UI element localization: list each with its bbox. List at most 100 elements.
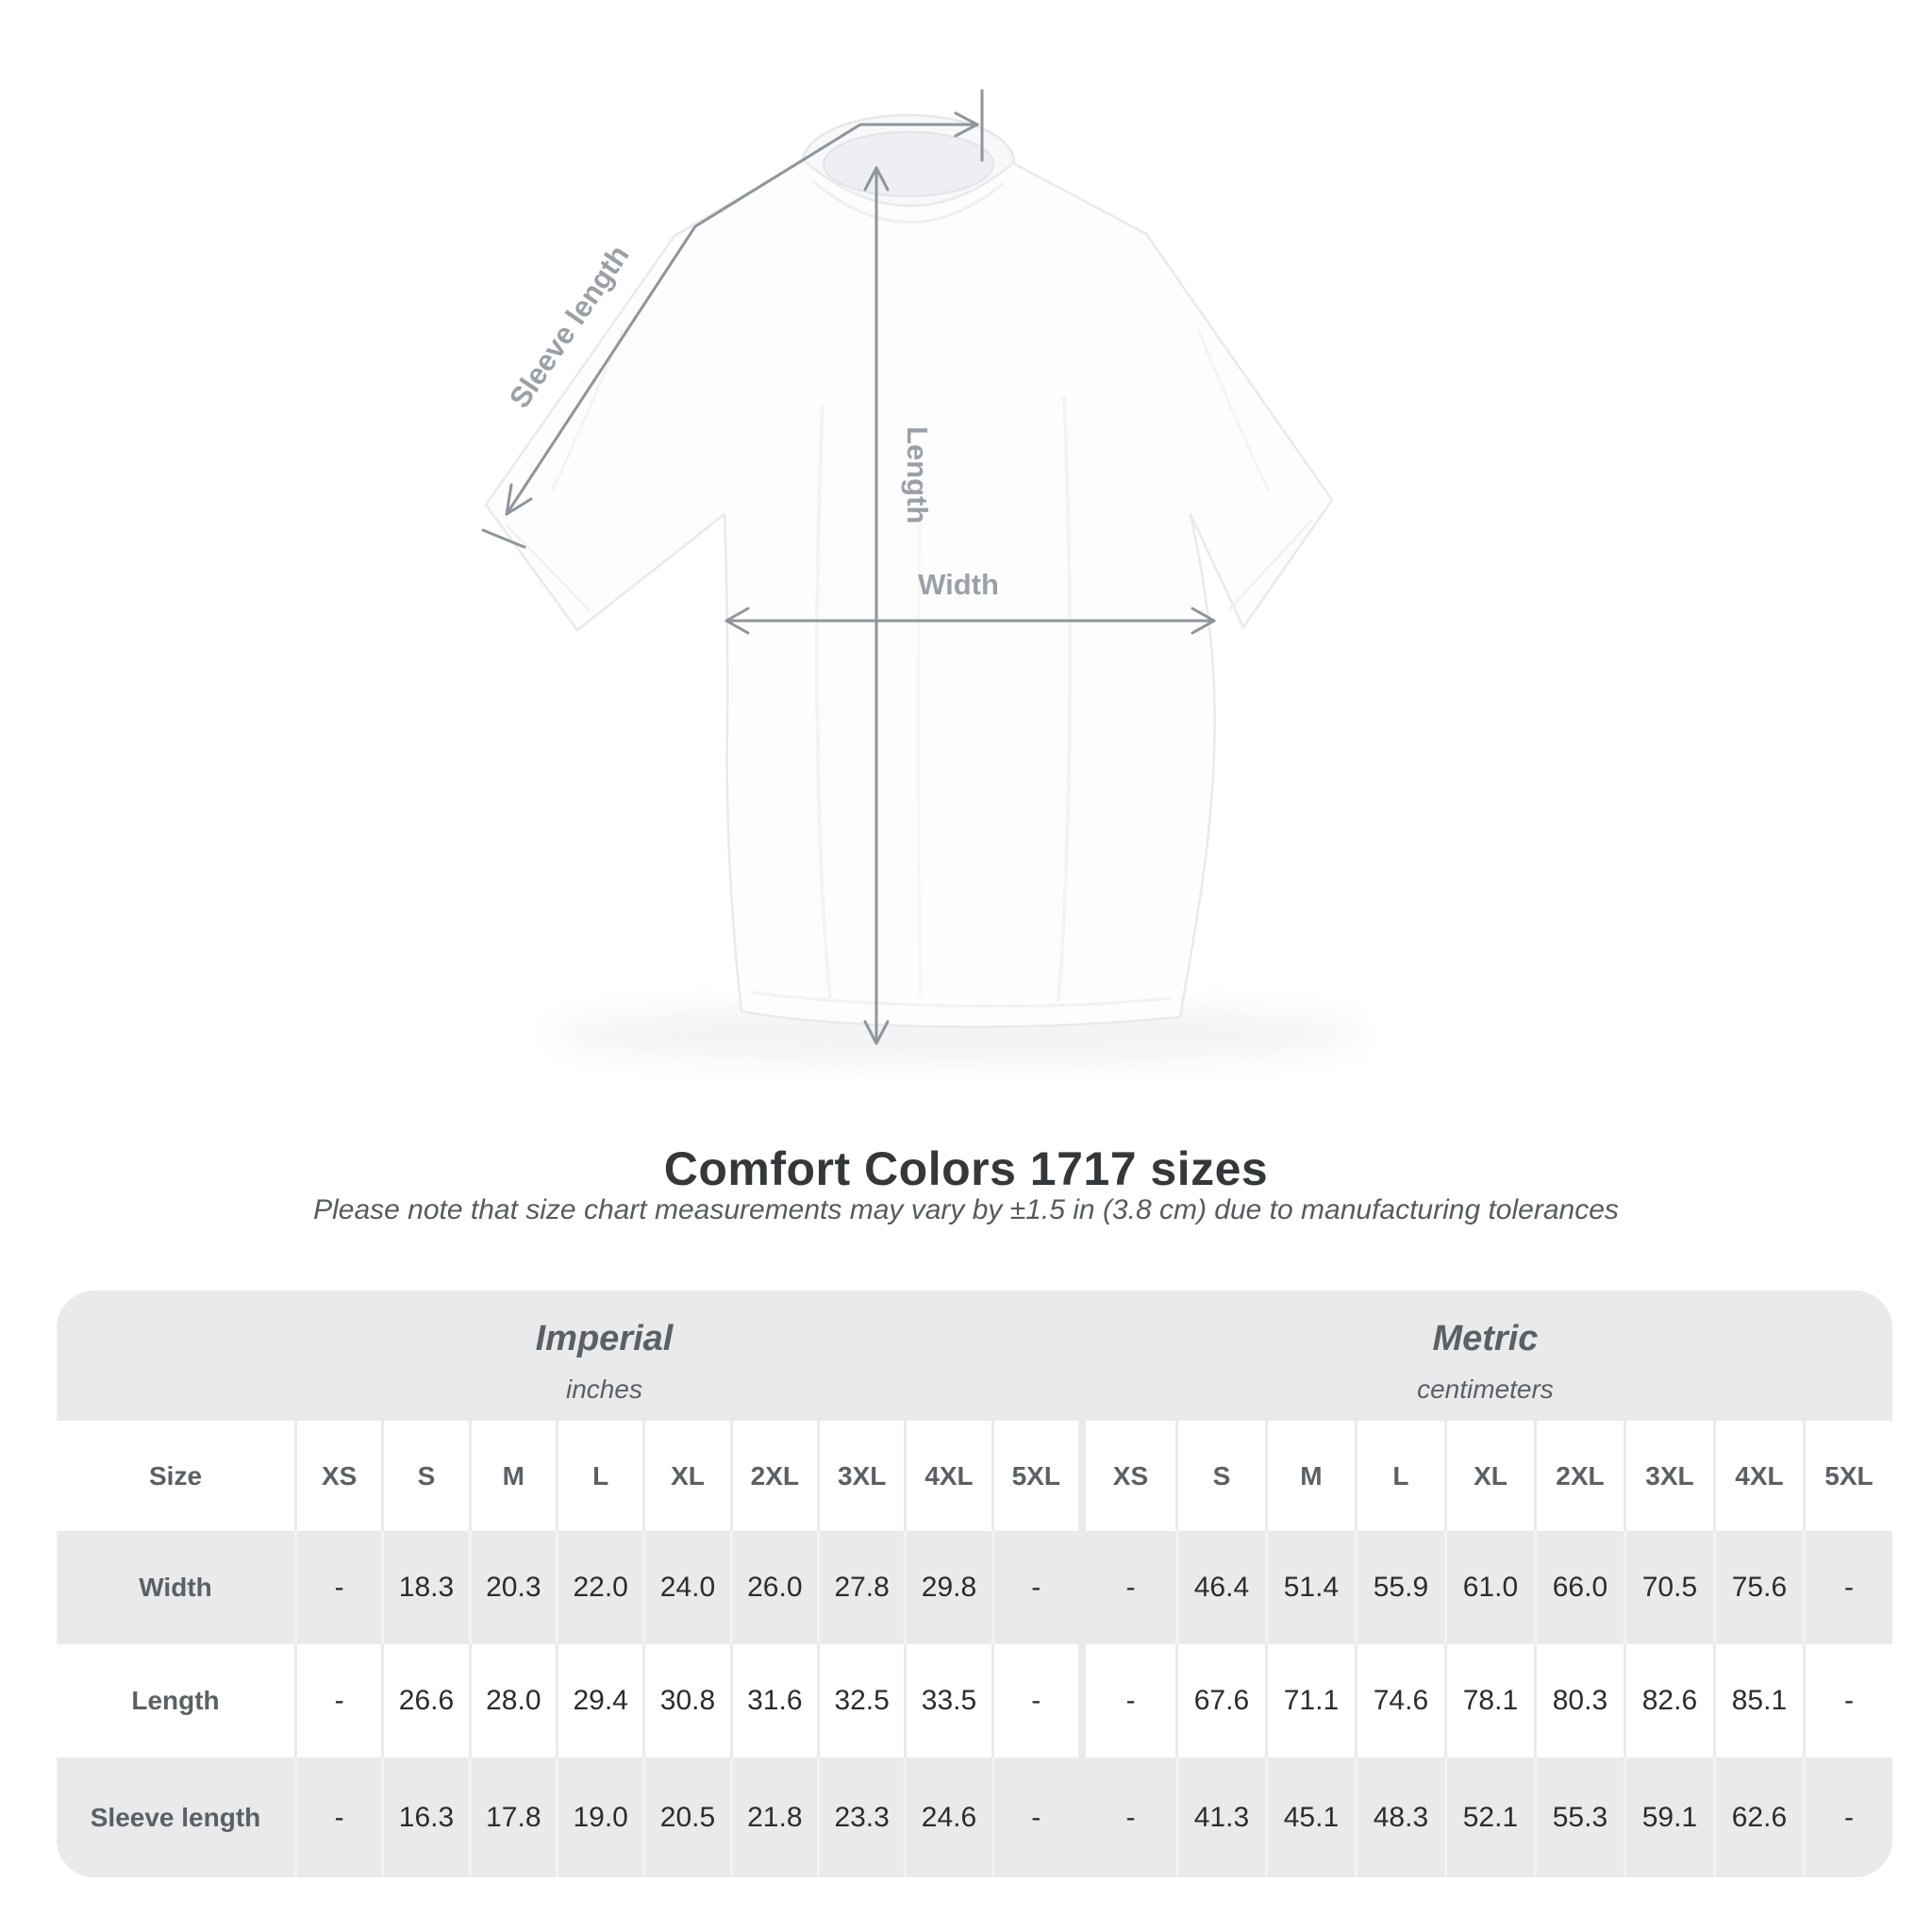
metric-size-header-3xl: 3XL	[1623, 1421, 1713, 1531]
sleeve-length-metric-m: 45.1	[1264, 1757, 1355, 1877]
length-imperial-s: 26.6	[381, 1644, 469, 1757]
measurement-row-sleeve-length: Sleeve length -16.3 17.8 19.0 20.5 21.8 23.3 24…	[57, 1757, 1892, 1877]
measurement-row-width: Width -18.3 20.3 22.0 24.0 26.0 27.8 29.8- -46.4…	[57, 1531, 1892, 1644]
metric-size-header-s: S	[1174, 1421, 1265, 1531]
metric-group-header: Metric centimeters	[1078, 1291, 1892, 1421]
width-label: Width	[918, 568, 999, 601]
length-metric-s: 67.6	[1174, 1644, 1265, 1757]
size-header-row: Size XS S M L XL 2XL 3XL 4XL 5XL XS S M L XL 2XL 3XL 4XL 5…	[57, 1421, 1892, 1531]
length-metric-2xl: 80.3	[1533, 1644, 1624, 1757]
unit-divider	[1078, 1757, 1086, 1877]
imperial-size-header-xl: XL	[642, 1421, 730, 1531]
width-imperial-s: 18.3	[381, 1531, 469, 1644]
metric-unit-label: centimeters	[1417, 1374, 1554, 1404]
width-dimension-line	[724, 607, 1216, 635]
collar-inner	[823, 131, 994, 197]
row-label-sleeve-length: Sleeve length	[57, 1757, 294, 1877]
length-metric-3xl: 82.6	[1623, 1644, 1713, 1757]
imperial-size-header-4xl: 4XL	[904, 1421, 991, 1531]
length-imperial-5xl: -	[991, 1644, 1078, 1757]
imperial-label: Imperial	[535, 1319, 674, 1358]
right-cuff-stitch	[1227, 518, 1314, 611]
imperial-size-header-s: S	[381, 1421, 469, 1531]
row-label-width: Width	[57, 1531, 294, 1644]
page-title: Comfort Colors 1717 sizes	[663, 1142, 1269, 1195]
size-chart-table: Imperial inches Metric centimeters Size X…	[57, 1291, 1892, 1877]
size-column-header: Size	[57, 1421, 294, 1531]
metric-size-header-xl: XL	[1443, 1421, 1534, 1531]
unit-divider	[1078, 1421, 1086, 1531]
sleeve-length-metric-4xl: 62.6	[1712, 1757, 1803, 1877]
length-label: Length	[901, 426, 934, 524]
length-metric-m: 71.1	[1264, 1644, 1355, 1757]
tshirt-body	[484, 158, 1334, 1028]
sleeve-length-metric-5xl: -	[1802, 1757, 1892, 1877]
width-imperial-xl: 24.0	[642, 1531, 730, 1644]
length-metric-xs: -	[1085, 1644, 1175, 1757]
sleeve-length-imperial-2xl: 21.8	[729, 1757, 817, 1877]
length-metric-l: 74.6	[1354, 1644, 1444, 1757]
metric-size-header-xs: XS	[1085, 1421, 1175, 1531]
sleeve-length-metric-s: 41.3	[1174, 1757, 1265, 1877]
width-metric-5xl: -	[1802, 1531, 1892, 1644]
sleeve-length-imperial-s: 16.3	[381, 1757, 469, 1877]
width-imperial-m: 20.3	[468, 1531, 556, 1644]
width-imperial-2xl: 26.0	[729, 1531, 817, 1644]
width-metric-xl: 61.0	[1443, 1531, 1534, 1644]
sleeve-length-imperial-3xl: 23.3	[816, 1757, 905, 1877]
unit-group-header-row: Imperial inches Metric centimeters	[57, 1291, 1892, 1421]
sleeve-length-imperial-4xl: 24.6	[904, 1757, 991, 1877]
width-metric-2xl: 66.0	[1533, 1531, 1624, 1644]
sleeve-length-imperial-m: 17.8	[468, 1757, 556, 1877]
imperial-size-header-2xl: 2XL	[729, 1421, 817, 1531]
length-imperial-3xl: 32.5	[816, 1644, 905, 1757]
metric-label: Metric	[1432, 1319, 1539, 1358]
tolerance-note: Please note that size chart measurements…	[313, 1194, 1619, 1225]
length-imperial-xs: -	[294, 1644, 382, 1757]
measurement-row-length: Length -26.6 28.0 29.4 30.8 31.6 32.5 33.5- -67.…	[57, 1644, 1892, 1757]
sleeve-length-imperial-xl: 20.5	[642, 1757, 730, 1877]
unit-divider	[1078, 1644, 1086, 1757]
imperial-unit-label: inches	[566, 1374, 642, 1404]
length-imperial-m: 28.0	[468, 1644, 556, 1757]
metric-size-header-m: M	[1264, 1421, 1355, 1531]
fabric-folds	[550, 329, 1271, 1003]
sleeve-length-metric-l: 48.3	[1354, 1757, 1444, 1877]
length-imperial-4xl: 33.5	[904, 1644, 991, 1757]
width-imperial-l: 22.0	[555, 1531, 643, 1644]
metric-size-header-5xl: 5XL	[1802, 1421, 1892, 1531]
sleeve-length-metric-2xl: 55.3	[1533, 1757, 1624, 1877]
metric-size-header-2xl: 2XL	[1533, 1421, 1624, 1531]
width-metric-xs: -	[1085, 1531, 1175, 1644]
imperial-size-header-m: M	[468, 1421, 556, 1531]
width-metric-3xl: 70.5	[1623, 1531, 1713, 1644]
length-imperial-xl: 30.8	[642, 1644, 730, 1757]
length-metric-xl: 78.1	[1443, 1644, 1534, 1757]
width-imperial-3xl: 27.8	[816, 1531, 905, 1644]
length-metric-5xl: -	[1802, 1644, 1892, 1757]
width-metric-4xl: 75.6	[1712, 1531, 1803, 1644]
width-imperial-5xl: -	[991, 1531, 1078, 1644]
sleeve-length-metric-xs: -	[1085, 1757, 1175, 1877]
row-label-length: Length	[57, 1644, 294, 1757]
imperial-size-header-xs: XS	[294, 1421, 382, 1531]
width-metric-s: 46.4	[1174, 1531, 1265, 1644]
length-dimension-line	[863, 166, 890, 1045]
sleeve-length-imperial-xs: -	[294, 1757, 382, 1877]
length-metric-4xl: 85.1	[1712, 1644, 1803, 1757]
hem-stitch	[752, 991, 1171, 1008]
width-imperial-xs: -	[294, 1531, 382, 1644]
sleeve-length-metric-xl: 52.1	[1443, 1757, 1534, 1877]
length-imperial-l: 29.4	[555, 1644, 643, 1757]
imperial-size-header-3xl: 3XL	[816, 1421, 905, 1531]
metric-size-header-l: L	[1354, 1421, 1444, 1531]
tshirt-illustration	[484, 113, 1363, 1064]
unit-divider	[1078, 1531, 1086, 1644]
length-imperial-2xl: 31.6	[729, 1644, 817, 1757]
width-metric-m: 51.4	[1264, 1531, 1355, 1644]
sleeve-length-imperial-5xl: -	[991, 1757, 1078, 1877]
tshirt-size-diagram: Width Length Sleeve length	[481, 89, 1363, 1064]
sleeve-length-metric-3xl: 59.1	[1623, 1757, 1713, 1877]
collar-stitch	[812, 179, 1005, 224]
